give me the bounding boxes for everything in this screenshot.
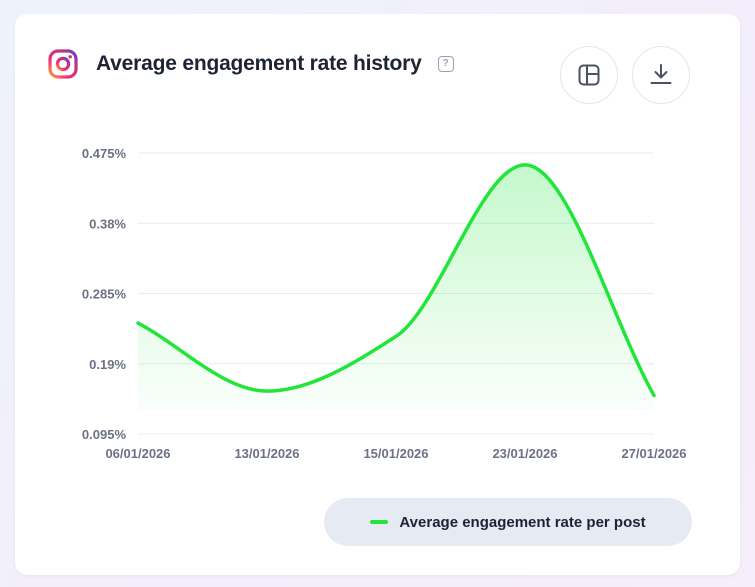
page-title: Average engagement rate history [96,52,422,75]
chart-card [15,14,740,575]
download-button[interactable] [632,46,690,104]
download-icon [650,64,672,84]
legend-item[interactable]: Average engagement rate per post [324,498,692,546]
layout-icon [578,64,600,86]
instagram-icon [48,49,78,79]
layout-button[interactable] [560,46,618,104]
legend-label: Average engagement rate per post [399,513,646,531]
question-icon[interactable]: ? [437,56,454,72]
card-header: Average engagement rate history ? [48,47,454,81]
legend-swatch [370,520,389,524]
